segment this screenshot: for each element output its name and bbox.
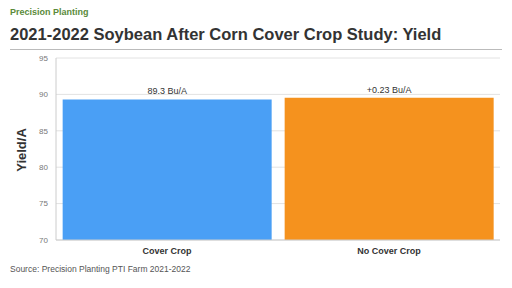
svg-text:No Cover Crop: No Cover Crop [357,246,421,256]
svg-text:+0.23 Bu/A: +0.23 Bu/A [367,85,412,95]
html-text:Yield/A: Yield/A [13,128,29,172]
svg-text:70: 70 [39,236,48,245]
svg-text:Cover Crop: Cover Crop [142,246,192,256]
svg-text:89.3 Bu/A: 89.3 Bu/A [147,86,187,96]
svg-text:85: 85 [39,127,48,136]
svg-text:80: 80 [39,163,48,172]
html-text:Precision Planting: Precision Planting [10,7,89,17]
html-text:2021-2022 Soybean After Corn C: 2021-2022 Soybean After Corn Cover Crop … [10,25,442,43]
html-text:Source: Precision Planting PTI: Source: Precision Planting PTI Farm 2021… [10,264,191,274]
svg-text:90: 90 [39,90,48,99]
svg-text:75: 75 [39,199,48,208]
svg-text:95: 95 [39,54,48,63]
